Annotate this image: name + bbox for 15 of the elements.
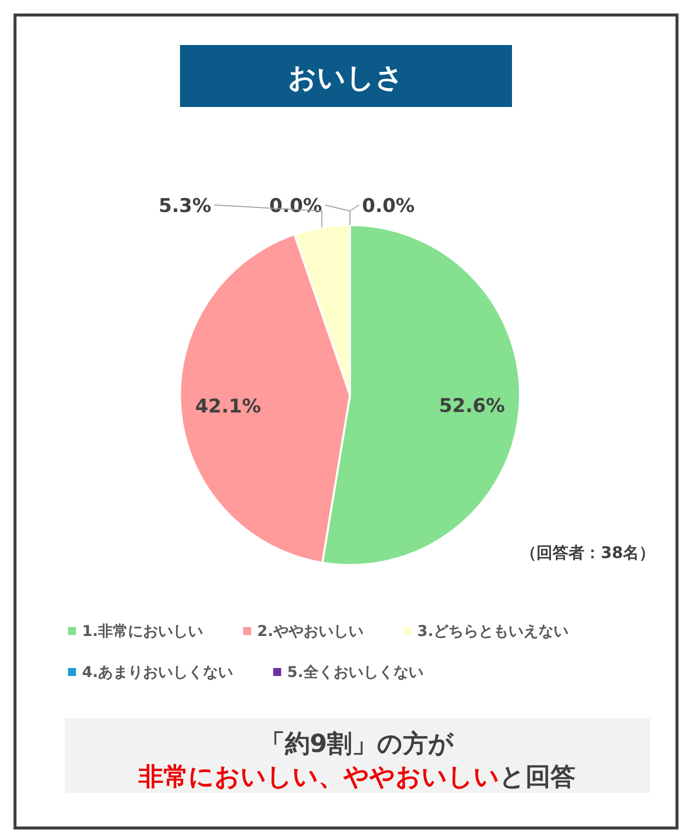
legend-item: 4.あまりおいしくない: [68, 663, 234, 681]
data-label: 52.6%: [439, 394, 505, 417]
legend-item: 5.全くおいしくない: [273, 663, 424, 681]
data-label: 5.3%: [158, 195, 212, 217]
text: と回答: [500, 762, 576, 791]
text: 0.0%: [269, 195, 322, 217]
legend-item: 3.どちらともいえない: [403, 622, 568, 640]
data-label: 42.1%: [195, 395, 261, 418]
text: 0.0%: [362, 195, 415, 217]
legend-item: 2.ややおいしい: [243, 622, 364, 640]
text: 非常においしい、ややおいしい: [138, 762, 500, 791]
chart-title: おいしさ: [288, 61, 404, 94]
text: 「約9割」の方が: [260, 729, 454, 758]
legend-item: 1.非常においしい: [68, 622, 204, 640]
text: （回答者：38名）: [520, 543, 655, 562]
